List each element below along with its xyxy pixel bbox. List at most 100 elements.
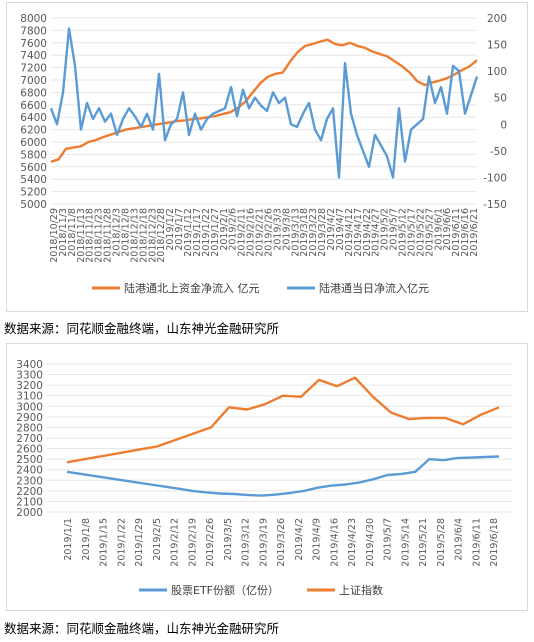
x-axis-tick: 2019/2/16 xyxy=(246,208,257,257)
source-note-2: 数据来源：同花顺金融终端，山东神光金融研究所 xyxy=(4,621,280,636)
left-axis-tick: 7200 xyxy=(20,63,47,75)
x-axis-tick: 2019/1/15 xyxy=(99,518,110,567)
x-axis-tick: 2019/2/11 xyxy=(237,208,248,257)
x-axis-tick: 2018/12/3 xyxy=(112,208,123,257)
x-axis-tick: 2019/6/18 xyxy=(489,518,500,567)
x-axis-tick: 2019/2/21 xyxy=(255,208,266,257)
x-axis-tick: 2019/4/17 xyxy=(353,208,364,257)
legend-label: 上证指数 xyxy=(339,583,383,597)
chart-panel-etf: 3400 3300 3200 3100 3000 2900 2800 2700 2600 2500… xyxy=(6,343,528,611)
series-line xyxy=(66,376,500,464)
left-axis-tick: 7000 xyxy=(20,75,47,87)
left-axis-tick: 3300 xyxy=(16,370,43,382)
x-axis-tick: 2018/11/3 xyxy=(58,208,69,257)
x-axis-tick: 2019/1/8 xyxy=(81,518,92,561)
left-axis-tick: 6000 xyxy=(20,137,47,149)
left-axis-tick: 6800 xyxy=(20,87,47,99)
x-axis-tick: 2019/2/1 xyxy=(219,208,230,251)
right-axis-tick: 50 xyxy=(494,93,507,105)
x-axis-tick: 2019/6/21 xyxy=(469,208,480,257)
x-axis-tick: 2019/5/7 xyxy=(383,518,394,561)
x-axis-tick: 2019/1/22 xyxy=(201,208,212,257)
x-axis-tick: 2018/12/28 xyxy=(156,208,167,263)
x-axis-tick: 2019/6/11 xyxy=(451,208,462,257)
x-axis-tick: 2019/4/22 xyxy=(362,208,373,257)
x-axis-tick: 2019/6/6 xyxy=(442,208,453,251)
x-axis-tick: 2018/12/8 xyxy=(120,208,131,257)
x-axis-tick: 2019/2/26 xyxy=(263,208,274,257)
series-line xyxy=(66,455,500,497)
x-axis-tick: 2019/4/7 xyxy=(335,208,346,251)
left-axis-tick: 2500 xyxy=(16,454,43,466)
left-axis-tick: 5200 xyxy=(20,187,47,199)
right-axis-tick: -50 xyxy=(490,146,507,158)
x-axis-tick: 2018/12/13 xyxy=(129,208,140,263)
x-axis-tick: 2019/1/27 xyxy=(210,208,221,257)
x-axis-tick: 2018/12/18 xyxy=(138,208,149,263)
right-axis-tick: 200 xyxy=(487,13,507,25)
left-axis-tick: 2600 xyxy=(16,444,43,456)
chart-panel-northbound: 8000 7800 7600 7400 7200 7000 6800 6600 6400 6200… xyxy=(6,2,528,312)
x-axis-tick: 2019/2/26 xyxy=(205,518,216,567)
x-axis-tick: 2019/5/21 xyxy=(418,518,429,567)
etf-shares-index-chart: 3400330032003100300029002800270026002500… xyxy=(16,359,513,597)
left-axis-tick: 3400 xyxy=(16,359,43,371)
x-axis-tick: 2019/4/2 xyxy=(326,208,337,251)
x-axis-tick: 2019/1/12 xyxy=(183,208,194,257)
x-axis-tick: 2019/2/5 xyxy=(152,518,163,561)
x-axis-tick: 2019/3/5 xyxy=(223,518,234,561)
legend-label: 陆港通北上资金净流入 亿元 xyxy=(124,281,260,295)
x-axis-tick: 2019/5/27 xyxy=(424,208,435,257)
left-axis-tick: 2700 xyxy=(16,433,43,445)
x-axis-tick: 2019/1/2 xyxy=(165,208,176,251)
x-axis-tick: 2019/3/18 xyxy=(299,208,310,257)
x-axis-tick: 2019/4/2 xyxy=(294,518,305,561)
x-axis-tick: 2018/11/13 xyxy=(76,208,87,263)
x-axis-tick: 2019/4/23 xyxy=(347,518,358,567)
legend-label: 陆港通当日净流入亿元 xyxy=(319,281,429,295)
left-axis-tick: 6200 xyxy=(20,125,47,137)
right-axis-tick: -100 xyxy=(483,172,507,184)
northbound-flow-chart: 8000780076007400720070006800660064006200… xyxy=(20,13,507,295)
x-axis-tick: 2019/6/1 xyxy=(433,208,444,251)
x-axis-tick: 2019/3/26 xyxy=(276,518,287,567)
x-axis-tick: 2019/5/22 xyxy=(415,208,426,257)
x-axis-tick: 2019/6/4 xyxy=(454,518,465,561)
left-axis-tick: 8000 xyxy=(20,13,47,25)
x-axis-tick: 2019/3/28 xyxy=(317,208,328,257)
right-axis-tick: -150 xyxy=(483,199,507,211)
left-axis-tick: 7600 xyxy=(20,38,47,50)
x-axis-tick: 2019/5/7 xyxy=(389,208,400,251)
x-axis-tick: 2019/4/9 xyxy=(312,518,323,561)
x-axis-tick: 2019/5/17 xyxy=(406,208,417,257)
x-axis-tick: 2019/4/16 xyxy=(329,518,340,567)
series-line xyxy=(49,27,479,179)
x-axis-tick: 2019/3/12 xyxy=(241,518,252,567)
left-axis-tick: 2300 xyxy=(16,475,43,487)
x-axis-tick: 2019/5/12 xyxy=(398,208,409,257)
x-axis-tick: 2019/5/14 xyxy=(400,518,411,567)
left-axis-tick: 3200 xyxy=(16,380,43,392)
series-line xyxy=(50,38,478,163)
right-axis-tick: 150 xyxy=(487,40,507,52)
x-axis-tick: 2019/5/2 xyxy=(380,208,391,251)
x-axis-tick: 2019/1/29 xyxy=(134,518,145,567)
left-axis-tick: 2800 xyxy=(16,422,43,434)
x-axis-tick: 2019/2/12 xyxy=(170,518,181,567)
x-axis-tick: 2019/6/16 xyxy=(460,208,471,257)
x-axis-tick: 2018/11/28 xyxy=(103,208,114,263)
x-axis-tick: 2019/4/30 xyxy=(365,518,376,567)
x-axis-tick: 2018/11/23 xyxy=(94,208,105,263)
x-axis-tick: 2019/1/1 xyxy=(63,518,74,561)
x-axis-tick: 2019/3/23 xyxy=(308,208,319,257)
x-axis-tick: 2018/10/29 xyxy=(49,208,60,263)
x-axis-tick: 2019/3/13 xyxy=(290,208,301,257)
x-axis-tick: 2019/1/22 xyxy=(116,518,127,567)
x-axis-tick: 2019/2/19 xyxy=(187,518,198,567)
x-axis-tick: 2019/2/6 xyxy=(228,208,239,251)
left-axis-tick: 7400 xyxy=(20,50,47,62)
x-axis-tick: 2019/3/3 xyxy=(272,208,283,251)
legend-label: 股票ETF份额（亿份） xyxy=(171,584,279,597)
x-axis-tick: 2019/5/28 xyxy=(436,518,447,567)
left-axis-tick: 3000 xyxy=(16,401,43,413)
